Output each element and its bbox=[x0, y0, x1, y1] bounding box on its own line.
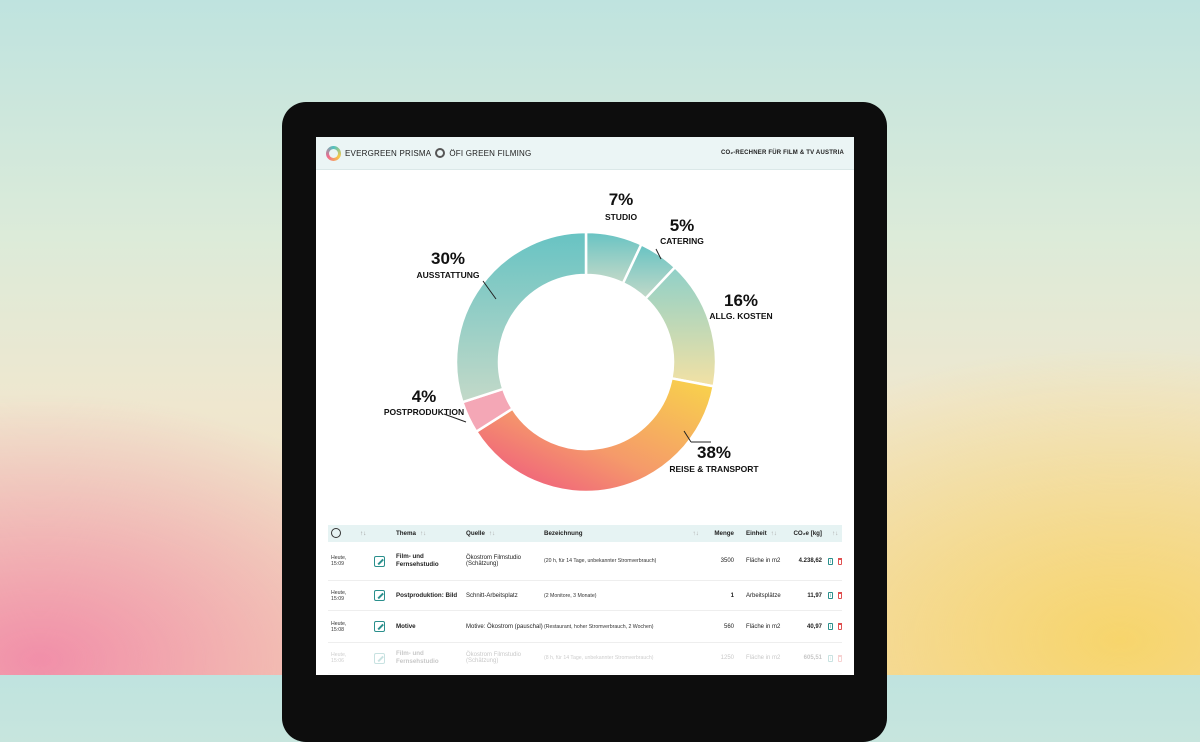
info-icon[interactable]: i bbox=[828, 623, 833, 630]
info-icon[interactable]: i bbox=[828, 654, 833, 662]
slice-category-label: ALLG. KOSTEN bbox=[709, 311, 772, 321]
row-quelle: Motive: Ökostrom (pauschal) bbox=[466, 623, 543, 630]
row-co2: 11,97 bbox=[807, 592, 822, 599]
row-einheit: Fläche in m2 bbox=[746, 655, 781, 661]
slice-category-label: REISE & TRANSPORT bbox=[669, 464, 759, 474]
trash-icon[interactable] bbox=[837, 592, 842, 599]
leader-line bbox=[482, 280, 497, 300]
row-bezeichnung: (20 h, für 14 Tage, unbekannter Stromver… bbox=[544, 558, 657, 564]
row-co2: 40,97 bbox=[806, 623, 822, 630]
slice-category-label: CATERING bbox=[660, 236, 704, 246]
row-menge: 3500 bbox=[720, 558, 734, 564]
trash-icon[interactable] bbox=[837, 557, 842, 565]
row-thema: Film- und Fernsehstudio bbox=[396, 650, 439, 665]
table-row[interactable]: Heute, 15:06 Film- und Fernsehstudio Ökos… bbox=[328, 643, 842, 674]
brand-name: EVERGREEN PRISMA bbox=[345, 148, 432, 158]
row-quelle: Schnitt-Arbeitsplatz bbox=[466, 592, 518, 599]
table-row[interactable]: Heute, 15:08 Motive Motive: Ökostrom (pau… bbox=[328, 611, 842, 643]
row-quelle: Ökostrom Filmstudio (Schätzung) bbox=[466, 555, 522, 567]
evergreen-prisma-logo-icon bbox=[326, 145, 341, 161]
row-menge: 1250 bbox=[720, 655, 734, 661]
clock-icon bbox=[331, 527, 341, 538]
row-einheit: Fläche in m2 bbox=[746, 623, 781, 630]
donut-slice-ausstattung[interactable] bbox=[454, 230, 588, 404]
donut-slice-reise-transport[interactable] bbox=[474, 376, 716, 494]
row-einheit: Arbeitsplätze bbox=[746, 592, 781, 599]
column-quelle[interactable]: Quelle ↑↓ bbox=[466, 530, 496, 537]
column-thema[interactable]: Thema ↑↓ bbox=[396, 530, 427, 537]
table-header: ↑↓ Thema ↑↓ Quelle ↑↓ Bezeichnung ↑↓ Menge … bbox=[328, 525, 842, 542]
time-column-header[interactable] bbox=[328, 527, 360, 540]
header-bar: EVERGREEN PRISMA ÖFI GREEN FILMING CO₂-R… bbox=[316, 137, 854, 170]
row-einheit: Fläche in m2 bbox=[746, 558, 781, 564]
slice-percent-label: 7% bbox=[609, 190, 634, 209]
info-icon[interactable]: i bbox=[828, 592, 833, 599]
oefi-logo-icon bbox=[435, 148, 446, 158]
slice-category-label: POSTPRODUKTION bbox=[384, 407, 464, 417]
row-quelle: Ökostrom Filmstudio (Schätzung) bbox=[466, 652, 522, 664]
donut-slices bbox=[454, 230, 718, 494]
table-row[interactable]: Heute, 15:09 Film- und Fernsehstudio Ökos… bbox=[328, 542, 842, 581]
row-bezeichnung: (8 h, für 14 Tage, unbekannter Stromverb… bbox=[544, 655, 654, 661]
sort-icon: ↑↓ bbox=[770, 530, 777, 537]
row-thema: Motive bbox=[396, 622, 416, 630]
slice-percent-label: 5% bbox=[670, 216, 695, 235]
app-screen: EVERGREEN PRISMA ÖFI GREEN FILMING CO₂-R… bbox=[316, 137, 854, 675]
donut-labels: 7% STUDIO 5%CATERING 16%ALLG. KOSTEN 38% REIS… bbox=[384, 190, 773, 474]
edit-icon[interactable] bbox=[374, 652, 385, 664]
slice-percent-label: 4% bbox=[412, 387, 437, 406]
sort-icon: ↑↓ bbox=[692, 530, 699, 537]
column-bezeichnung[interactable]: Bezeichnung ↑↓ bbox=[544, 530, 699, 537]
sort-icon: ↑↓ bbox=[832, 530, 839, 537]
slice-percent-label: 30% bbox=[431, 249, 465, 268]
donut-chart-svg: 7% STUDIO 5%CATERING 16%ALLG. KOSTEN 38% REIS… bbox=[384, 190, 773, 494]
row-bezeichnung: (Restaurant, hoher Stromverbrauch, 2 Woc… bbox=[544, 623, 654, 630]
info-icon[interactable]: i bbox=[828, 557, 833, 565]
slice-percent-label: 38% bbox=[697, 443, 731, 462]
slice-category-label: STUDIO bbox=[605, 212, 638, 222]
column-einheit[interactable]: Einheit ↑↓ bbox=[746, 530, 777, 537]
edit-icon[interactable] bbox=[374, 555, 385, 567]
entries-table: ↑↓ Thema ↑↓ Quelle ↑↓ Bezeichnung ↑↓ Menge … bbox=[328, 525, 842, 674]
trash-icon[interactable] bbox=[837, 654, 842, 662]
row-menge: 560 bbox=[723, 623, 734, 630]
row-thema: Film- und Fernsehstudio bbox=[396, 553, 439, 568]
row-co2: 4.238,62 bbox=[798, 558, 822, 564]
edit-icon[interactable] bbox=[374, 590, 385, 601]
leader-line bbox=[443, 413, 467, 423]
slice-percent-label: 16% bbox=[724, 291, 758, 310]
trash-icon[interactable] bbox=[837, 623, 842, 630]
slice-category-label: AUSSTATTUNG bbox=[417, 270, 480, 280]
row-thema: Postproduktion: Bild bbox=[396, 591, 458, 599]
row-co2: 605,51 bbox=[803, 655, 822, 661]
column-menge[interactable]: Menge bbox=[714, 530, 734, 537]
tagline: CO₂-RECHNER FÜR FILM & TV AUSTRIA bbox=[720, 150, 844, 156]
row-bezeichnung: (2 Monitore, 3 Monate) bbox=[544, 592, 597, 599]
sort-icon[interactable]: ↑↓ bbox=[360, 530, 367, 537]
row-menge: 1 bbox=[730, 592, 734, 599]
edit-icon[interactable] bbox=[374, 621, 385, 632]
partner-name: ÖFI GREEN FILMING bbox=[449, 148, 532, 158]
sort-icon: ↑↓ bbox=[488, 530, 496, 537]
leader-line bbox=[655, 248, 662, 260]
donut-chart: 7% STUDIO 5% CATERING 16% ALLG. KOSTEN 38% REIS… bbox=[316, 169, 854, 519]
table-row[interactable]: Heute, 15:09 Postproduktion: Bild Schnitt… bbox=[328, 581, 842, 611]
leader-line bbox=[683, 430, 692, 443]
sort-icon: ↑↓ bbox=[419, 530, 427, 537]
brand[interactable]: EVERGREEN PRISMA ÖFI GREEN FILMING bbox=[326, 145, 532, 161]
column-co2[interactable]: CO₂e [kg] bbox=[793, 530, 822, 537]
